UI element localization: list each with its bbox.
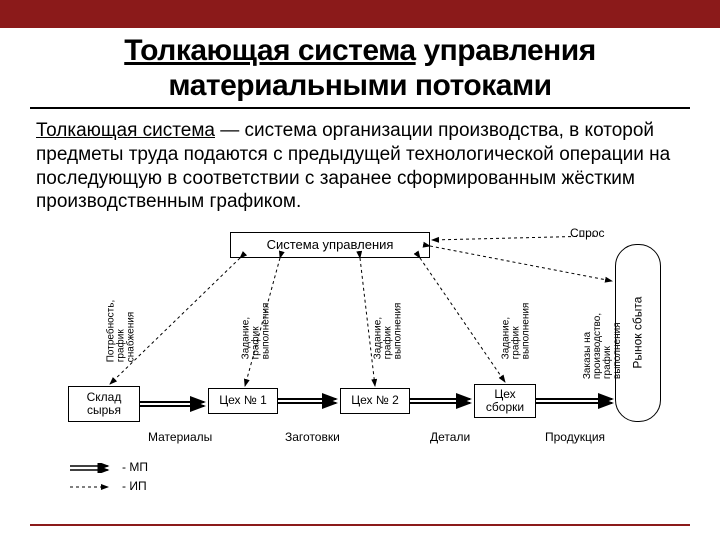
title-line2: материальными потоками	[168, 69, 551, 102]
v-label-4: Задание, график выполнения	[488, 316, 545, 346]
parts-label: Детали	[430, 430, 470, 444]
legend-ip: - ИП	[70, 477, 148, 496]
materials-label: Материалы	[148, 430, 212, 444]
assembly-label: Цех сборки	[475, 388, 535, 414]
flow-diagram: Система управления Спрос Рынок сбыта Скл…	[40, 226, 680, 506]
legend-ip-label: - ИП	[122, 477, 147, 496]
v-label-1: Потребность, график снабжения	[90, 316, 153, 346]
legend-mp-label: - МП	[122, 458, 148, 477]
bottom-accent-line	[30, 524, 690, 526]
warehouse-box: Склад сырья	[68, 386, 140, 422]
shop2-box: Цех № 2	[340, 388, 410, 414]
shop2-label: Цех № 2	[351, 394, 399, 407]
title-rest: управления	[416, 34, 596, 67]
legend: - МП - ИП	[70, 458, 148, 496]
control-system-label: Система управления	[267, 238, 394, 252]
control-system-box: Система управления	[230, 232, 430, 258]
legend-mp: - МП	[70, 458, 148, 477]
shop1-label: Цех № 1	[219, 394, 267, 407]
v-label-2: Задание, график выполнения	[228, 316, 285, 346]
warehouse-label: Склад сырья	[69, 391, 139, 417]
accent-bar	[0, 0, 720, 28]
blanks-label: Заготовки	[285, 430, 340, 444]
demand-label: Спрос	[570, 226, 605, 240]
definition-text: Толкающая система — система организации …	[0, 109, 720, 222]
shop1-box: Цех № 1	[208, 388, 278, 414]
assembly-box: Цех сборки	[474, 384, 536, 418]
definition-term: Толкающая система	[36, 120, 215, 141]
page-title: Толкающая система управления материальны…	[30, 28, 690, 109]
v-label-3: Задание, график выполнения	[360, 316, 417, 346]
products-label: Продукция	[545, 430, 605, 444]
v-label-5: Заказы на производство, график выполнени…	[570, 326, 636, 366]
title-underlined: Толкающая система	[124, 34, 415, 67]
